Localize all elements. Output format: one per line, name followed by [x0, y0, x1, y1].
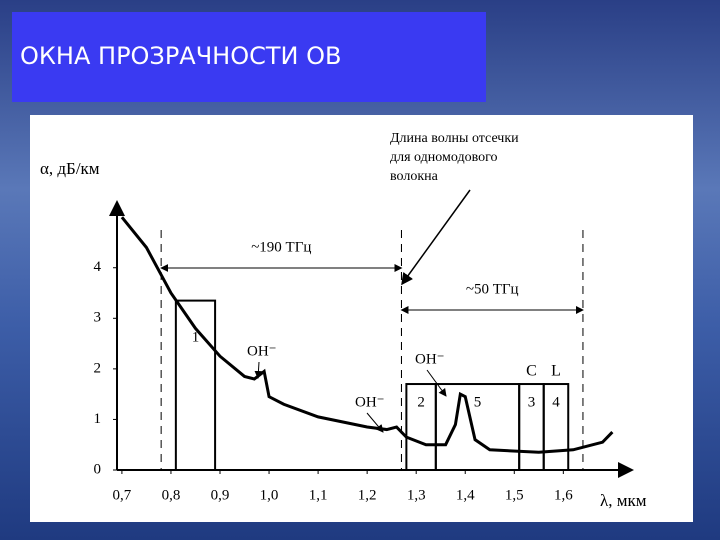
y-tick-label: 2 [94, 360, 102, 376]
peak-arrow [426, 369, 447, 397]
cutoff-note: для одномодового [390, 150, 497, 165]
title-box: ОКНА ПРОЗРАЧНОСТИ ОВ [12, 12, 486, 102]
y-tick-label: 3 [94, 310, 102, 326]
attenuation-curve [120, 216, 614, 454]
cutoff-note: Длина волны отсечки [390, 131, 519, 146]
x-tick-label: 0,9 [211, 487, 230, 503]
x-tick-label: 1,6 [554, 487, 573, 503]
span-label: ~50 ТГц [466, 281, 519, 297]
x-tick-label: 0,8 [162, 487, 181, 503]
x-tick-label: 1,1 [309, 487, 328, 503]
y-axis-label: α, дБ/км [40, 159, 100, 178]
x-tick-label: 1,3 [407, 487, 426, 503]
slide-title: ОКНА ПРОЗРАЧНОСТИ ОВ [20, 42, 342, 70]
x-tick-label: 1,5 [505, 487, 524, 503]
chart-area [30, 115, 693, 522]
peak-arrow [254, 361, 263, 379]
span-label: ~190 ТГц [251, 239, 311, 255]
window-label: 2 [417, 394, 425, 410]
x-tick-label: 1,2 [358, 487, 377, 503]
band-label: C [526, 363, 537, 380]
x-tick-label: 0,7 [113, 487, 132, 503]
x-tick-label: 1,4 [456, 487, 475, 503]
x-tick-label: 1,0 [260, 487, 279, 503]
band-label: L [551, 363, 561, 380]
y-tick-label: 0 [94, 461, 102, 477]
peak-label: ОН⁻ [415, 351, 445, 367]
cutoff-arrow [401, 189, 471, 286]
peak-label: ОН⁻ [355, 394, 385, 410]
peak-label: ОН⁻ [247, 343, 277, 359]
x-axis-label: λ, мкм [600, 491, 647, 510]
y-tick-label: 1 [94, 411, 102, 427]
window [542, 383, 570, 472]
window-label: 1 [192, 329, 200, 345]
window [174, 299, 217, 471]
cutoff-note: волокна [390, 169, 439, 184]
window-label: 3 [528, 394, 536, 410]
peak-arrow [366, 412, 384, 433]
y-tick-label: 4 [94, 259, 102, 275]
window-label: 5 [474, 394, 482, 410]
window-label: 4 [552, 394, 560, 410]
